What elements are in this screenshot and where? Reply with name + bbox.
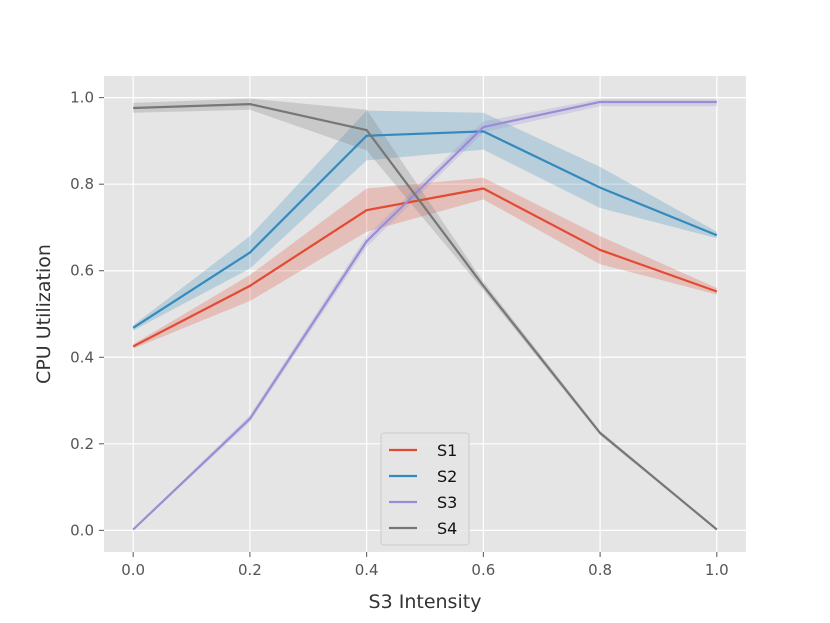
legend-label-s1: S1 — [437, 441, 457, 460]
series-line-s4 — [133, 103, 718, 531]
x-axis-ticks: 0.0 0.2 0.4 0.6 0.8 1.0 — [121, 552, 729, 579]
legend-box — [380, 432, 470, 546]
x-tick-label-0: 0.0 — [121, 561, 145, 579]
x-tick-label-4: 0.8 — [588, 561, 612, 579]
legend-label-s2: S2 — [437, 467, 457, 486]
series-line-s1 — [132, 187, 718, 348]
x-tick-label-2: 0.4 — [355, 561, 379, 579]
legend-label-s4: S4 — [437, 519, 457, 538]
y-tick-label-5: 1.0 — [70, 89, 94, 107]
series-line-s2 — [132, 130, 718, 329]
legend-label-s3: S3 — [437, 493, 457, 512]
y-tick-label-2: 0.4 — [70, 348, 94, 366]
x-tick-label-3: 0.6 — [471, 561, 495, 579]
y-tick-label-1: 0.2 — [70, 435, 94, 453]
x-tick-label-1: 0.2 — [238, 561, 262, 579]
x-tick-label-5: 1.0 — [705, 561, 729, 579]
y-tick-label-4: 0.8 — [70, 175, 94, 193]
legend: S1 S2 S3 S4 — [380, 432, 470, 546]
x-axis-label: S3 Intensity — [369, 591, 482, 613]
band-s2 — [133, 110, 717, 331]
series-line-s3 — [132, 100, 717, 531]
y-axis-ticks: 0.0 0.2 0.4 0.6 0.8 1.0 — [70, 89, 104, 539]
band-s1 — [133, 177, 717, 349]
series-lines — [132, 100, 718, 531]
y-tick-label-0: 0.0 — [70, 521, 94, 539]
y-axis-label: CPU Utilization — [33, 244, 55, 384]
y-tick-label-3: 0.6 — [70, 262, 94, 280]
